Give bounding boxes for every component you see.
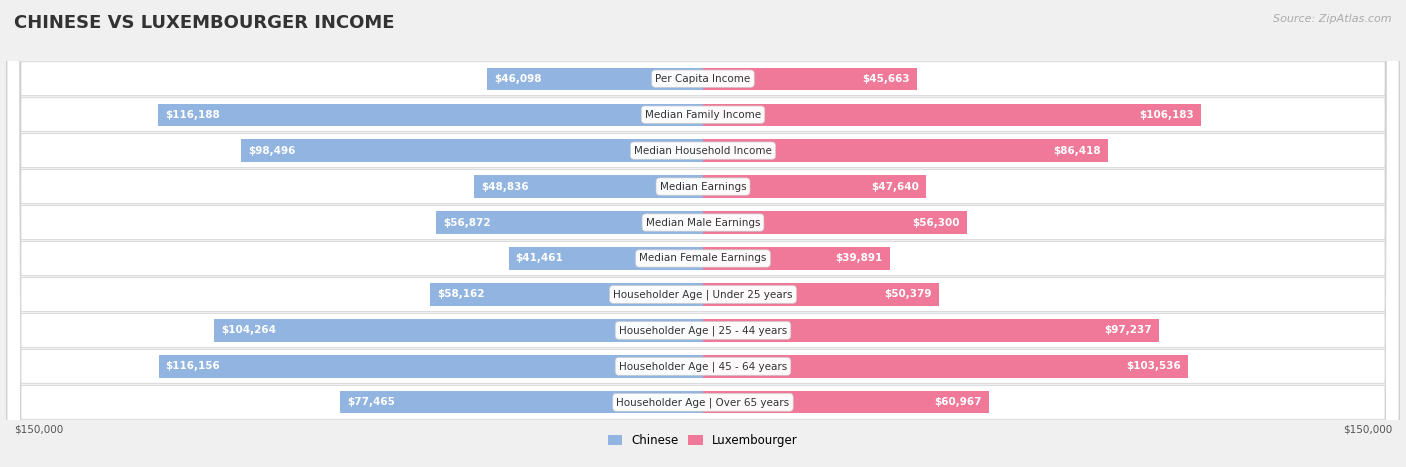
Bar	[703, 140, 1108, 162]
Text: $56,872: $56,872	[443, 218, 491, 227]
Text: Householder Age | 45 - 64 years: Householder Age | 45 - 64 years	[619, 361, 787, 372]
Text: $46,098: $46,098	[494, 74, 541, 84]
FancyBboxPatch shape	[7, 0, 1399, 467]
Bar	[474, 176, 703, 198]
Text: Per Capita Income: Per Capita Income	[655, 74, 751, 84]
Bar	[486, 68, 703, 90]
Text: $104,264: $104,264	[221, 325, 277, 335]
Text: $103,536: $103,536	[1126, 361, 1181, 371]
Text: $56,300: $56,300	[912, 218, 960, 227]
Bar	[703, 176, 927, 198]
Text: $150,000: $150,000	[1343, 425, 1392, 435]
Bar	[340, 391, 703, 413]
Bar	[159, 355, 703, 377]
FancyBboxPatch shape	[7, 0, 1399, 467]
Text: $60,967: $60,967	[934, 397, 981, 407]
Text: Median Female Earnings: Median Female Earnings	[640, 254, 766, 263]
Bar	[509, 248, 703, 269]
Text: $116,156: $116,156	[166, 361, 221, 371]
Text: $58,162: $58,162	[437, 290, 485, 299]
Text: $48,836: $48,836	[481, 182, 529, 191]
Text: Median Earnings: Median Earnings	[659, 182, 747, 191]
Text: $39,891: $39,891	[835, 254, 883, 263]
Text: Householder Age | Under 25 years: Householder Age | Under 25 years	[613, 289, 793, 300]
Text: Householder Age | Over 65 years: Householder Age | Over 65 years	[616, 397, 790, 408]
FancyBboxPatch shape	[7, 0, 1399, 467]
Text: CHINESE VS LUXEMBOURGER INCOME: CHINESE VS LUXEMBOURGER INCOME	[14, 14, 395, 32]
Bar	[703, 68, 917, 90]
Bar	[703, 283, 939, 305]
FancyBboxPatch shape	[7, 0, 1399, 467]
Text: $86,418: $86,418	[1053, 146, 1101, 156]
Text: Source: ZipAtlas.com: Source: ZipAtlas.com	[1274, 14, 1392, 24]
Bar	[159, 104, 703, 126]
Bar	[242, 140, 703, 162]
FancyBboxPatch shape	[7, 0, 1399, 467]
Text: $116,188: $116,188	[166, 110, 221, 120]
Bar	[703, 319, 1159, 341]
Text: $106,183: $106,183	[1139, 110, 1194, 120]
Text: $98,496: $98,496	[249, 146, 295, 156]
Bar	[703, 391, 988, 413]
FancyBboxPatch shape	[7, 0, 1399, 467]
FancyBboxPatch shape	[7, 0, 1399, 467]
Text: $50,379: $50,379	[884, 290, 932, 299]
Text: $47,640: $47,640	[872, 182, 920, 191]
Bar	[430, 283, 703, 305]
Text: $97,237: $97,237	[1104, 325, 1152, 335]
Bar	[436, 212, 703, 234]
Text: $41,461: $41,461	[516, 254, 564, 263]
Bar	[703, 212, 967, 234]
FancyBboxPatch shape	[7, 0, 1399, 467]
Text: $77,465: $77,465	[347, 397, 395, 407]
Text: $45,663: $45,663	[862, 74, 910, 84]
Text: Householder Age | 25 - 44 years: Householder Age | 25 - 44 years	[619, 325, 787, 336]
Bar	[703, 355, 1188, 377]
Text: Median Family Income: Median Family Income	[645, 110, 761, 120]
FancyBboxPatch shape	[7, 0, 1399, 467]
Text: Median Male Earnings: Median Male Earnings	[645, 218, 761, 227]
Text: Median Household Income: Median Household Income	[634, 146, 772, 156]
Text: $150,000: $150,000	[14, 425, 63, 435]
Bar	[703, 248, 890, 269]
Legend: Chinese, Luxembourger: Chinese, Luxembourger	[603, 429, 803, 452]
Bar	[703, 104, 1201, 126]
FancyBboxPatch shape	[7, 0, 1399, 467]
Bar	[214, 319, 703, 341]
